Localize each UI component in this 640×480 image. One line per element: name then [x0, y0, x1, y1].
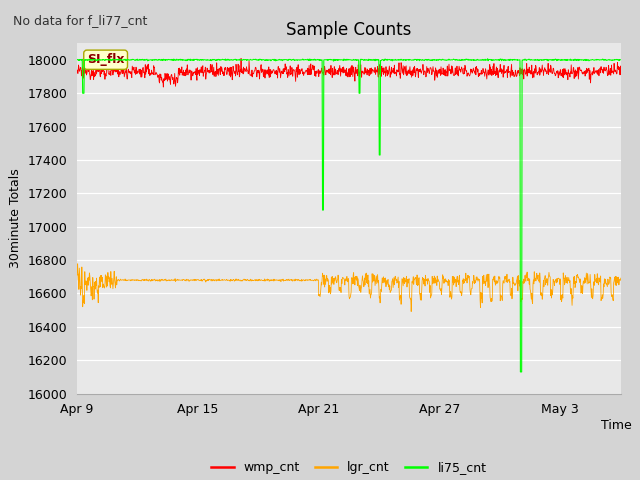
lgr_cnt: [108, 276, 116, 281]
Text: SI_flx: SI_flx: [87, 53, 124, 66]
li75_cnt: [580, 58, 588, 63]
wmp_cnt: [108, 67, 115, 73]
X-axis label: Time: Time: [601, 419, 632, 432]
lgr_cnt: [580, 278, 588, 284]
lgr_cnt: [617, 275, 625, 281]
li75_cnt: [109, 57, 116, 63]
wmp_cnt: [237, 56, 245, 61]
lgr_cnt: [109, 281, 117, 287]
wmp_cnt: [159, 84, 167, 90]
wmp_cnt: [73, 70, 81, 75]
li75_cnt: [484, 56, 492, 61]
wmp_cnt: [617, 72, 625, 77]
wmp_cnt: [454, 73, 462, 79]
lgr_cnt: [454, 277, 462, 283]
Line: lgr_cnt: lgr_cnt: [77, 264, 621, 312]
lgr_cnt: [407, 309, 415, 314]
lgr_cnt: [384, 278, 392, 284]
li75_cnt: [73, 57, 81, 63]
wmp_cnt: [109, 72, 116, 78]
Line: li75_cnt: li75_cnt: [77, 59, 621, 372]
Line: wmp_cnt: wmp_cnt: [77, 59, 621, 87]
lgr_cnt: [483, 272, 490, 277]
li75_cnt: [108, 58, 115, 63]
li75_cnt: [482, 57, 490, 63]
Text: No data for f_li77_cnt: No data for f_li77_cnt: [13, 14, 147, 27]
li75_cnt: [617, 57, 625, 63]
li75_cnt: [516, 369, 524, 375]
li75_cnt: [383, 58, 391, 63]
wmp_cnt: [384, 72, 392, 77]
Title: Sample Counts: Sample Counts: [286, 21, 412, 39]
lgr_cnt: [73, 277, 81, 283]
wmp_cnt: [580, 70, 588, 76]
Y-axis label: 30minute Totals: 30minute Totals: [9, 168, 22, 268]
wmp_cnt: [483, 72, 490, 77]
lgr_cnt: [74, 261, 81, 267]
Legend: wmp_cnt, lgr_cnt, li75_cnt: wmp_cnt, lgr_cnt, li75_cnt: [206, 456, 492, 479]
li75_cnt: [454, 57, 461, 63]
